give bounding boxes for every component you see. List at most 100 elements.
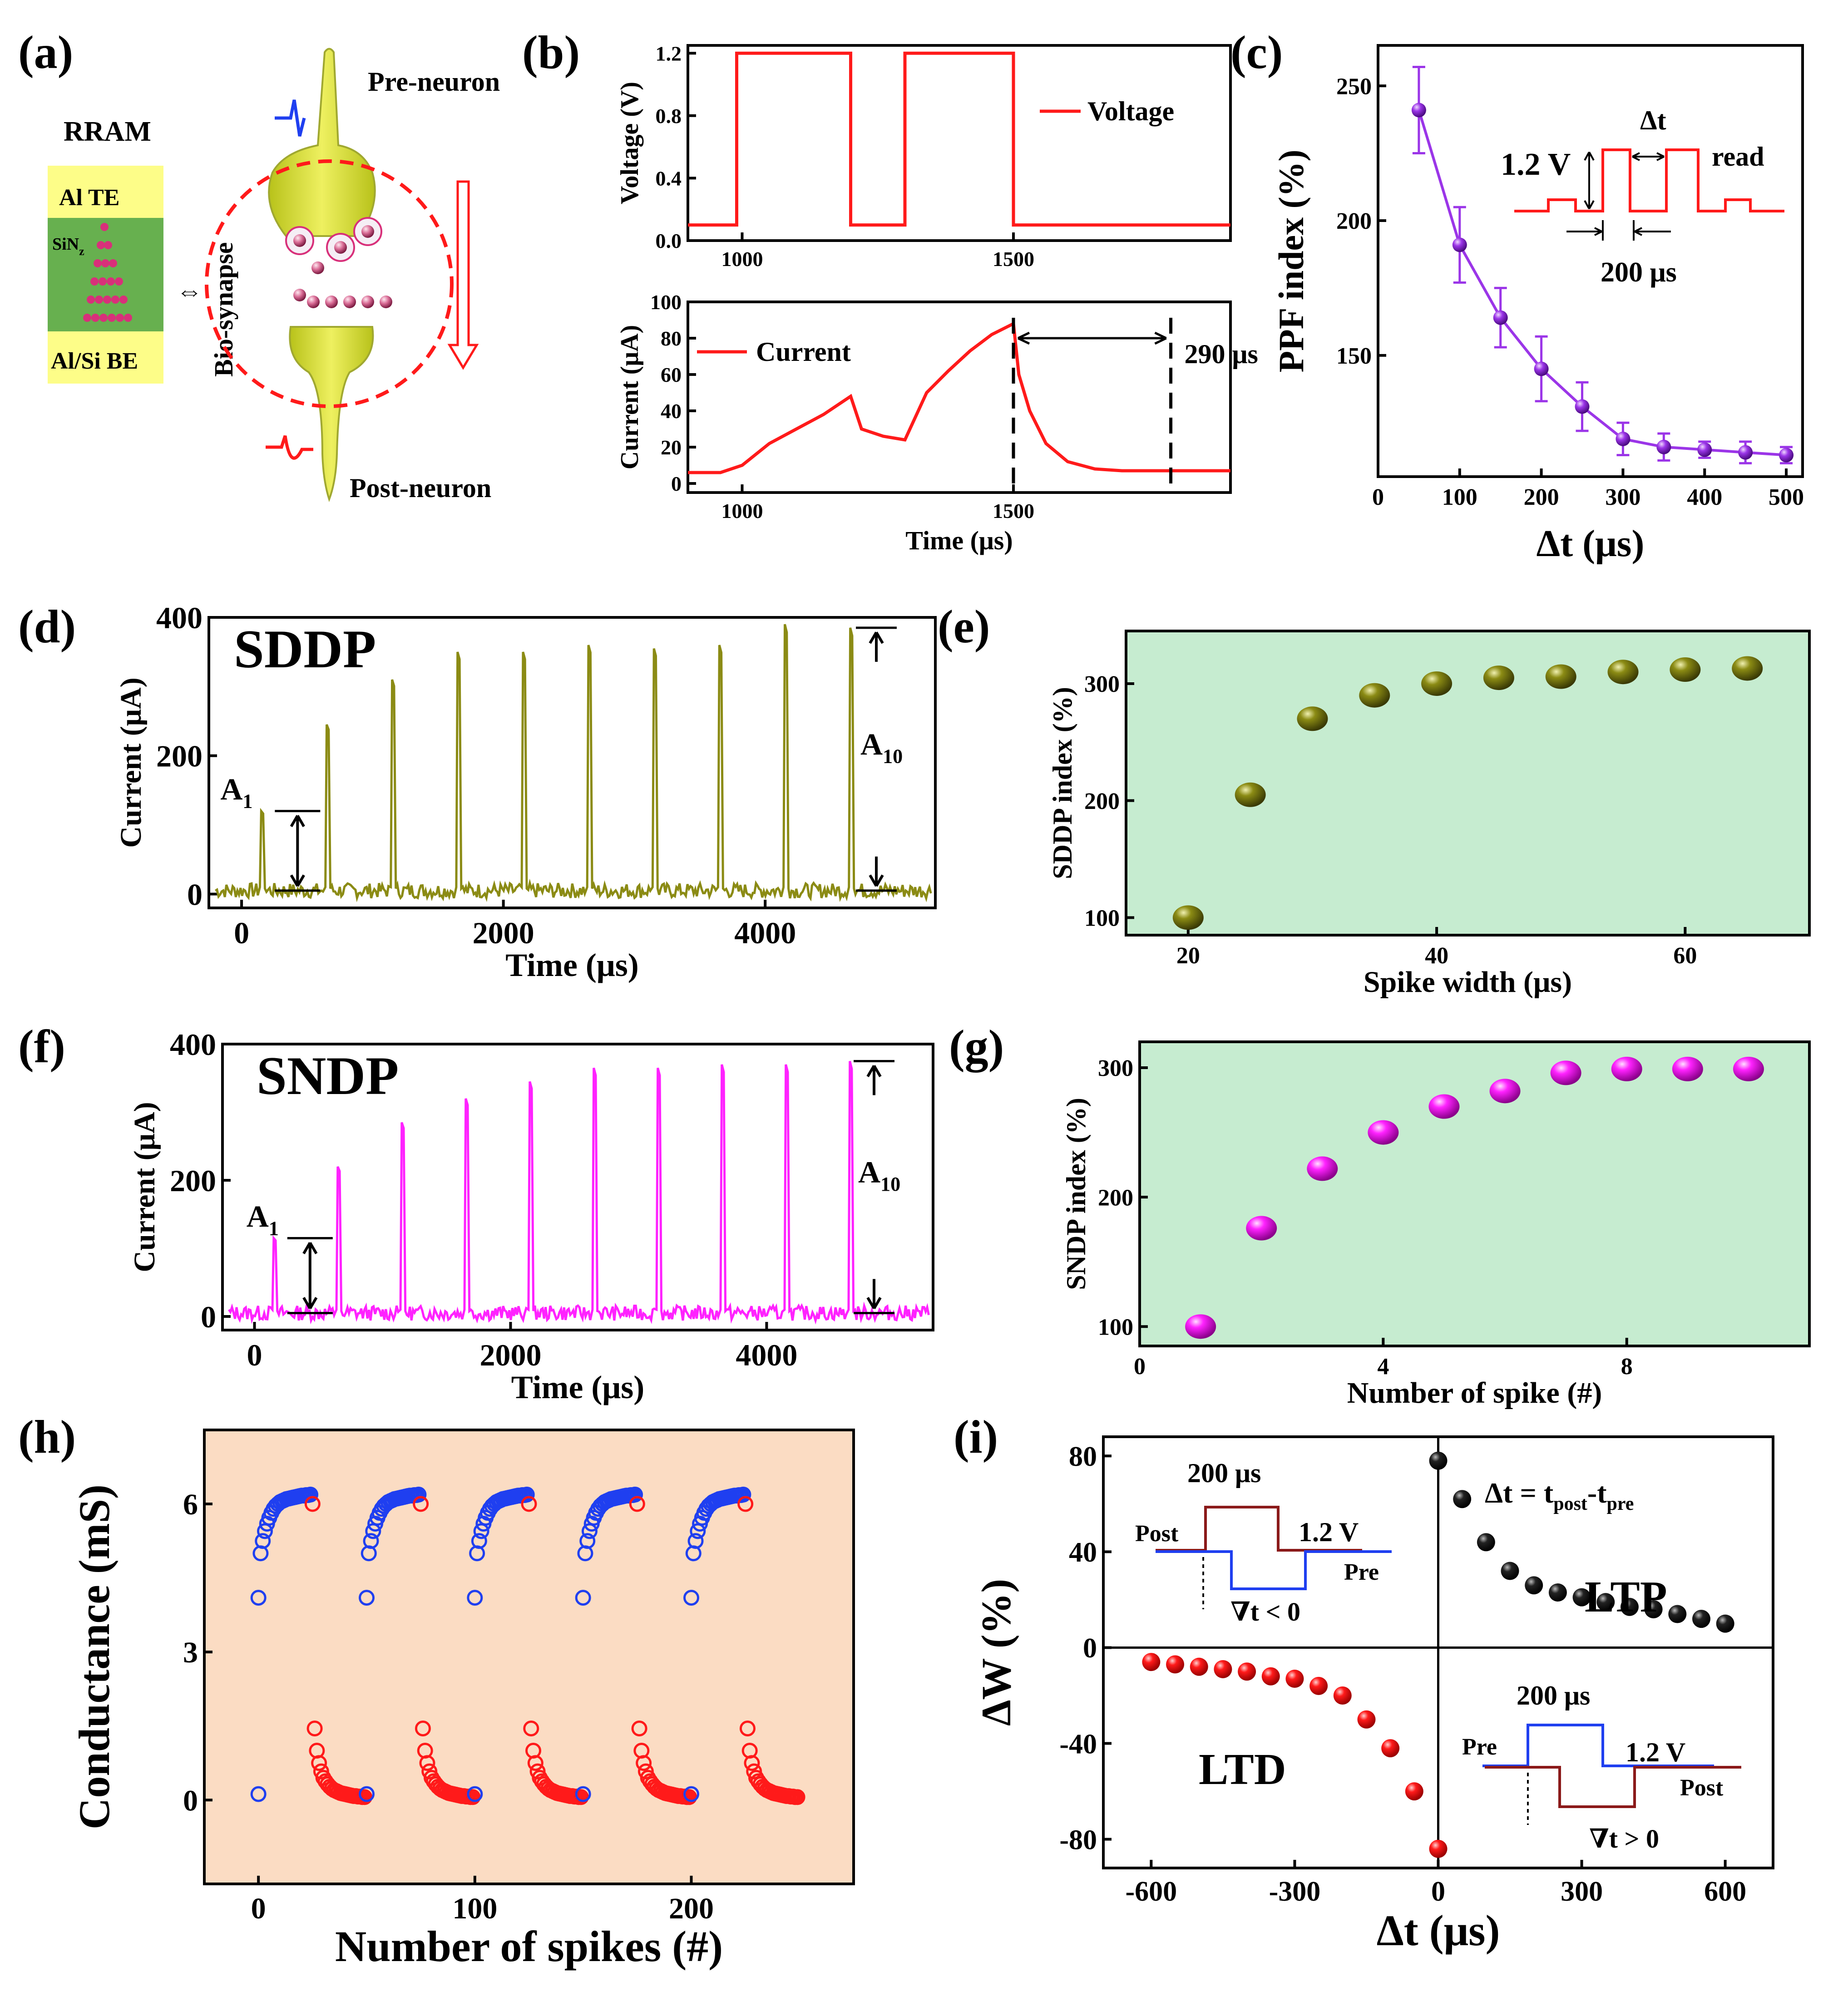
x-tick-label: 0 [251,1892,266,1925]
depression-point [415,1720,431,1737]
ltp-point [1620,1597,1639,1616]
y-axis-label: Current (μA) [114,677,148,848]
inset-negative-dt-label: ∇t < 0 [1230,1597,1300,1627]
a10-subscript: 10 [880,1173,900,1195]
filament-ion [91,314,99,322]
inset-width-label: 200 μs [1601,257,1677,288]
ltd-point [1309,1676,1328,1695]
filament-ion [108,314,116,322]
panel-label-g: (g) [949,1020,1004,1073]
potentiation-point [363,1533,379,1549]
y-axis-label: Current (μA) [128,1102,161,1272]
neurotransmitter [307,296,320,308]
filament-ion [104,241,112,249]
x-axis-label: Δt (μs) [1537,522,1645,565]
potentiation-point [519,1486,535,1503]
potentiation-start-point [575,1590,591,1606]
ltp-point [1716,1614,1734,1633]
chart-h-conductance: 0 100 200 0 3 6 Number of spikes (#) Conductanc… [70,1429,855,1971]
ltp-point [1453,1490,1472,1508]
ppf-point [1452,237,1467,252]
chart-d-sddp: 0 2000 4000 0 200 400 Time (μs) Current (μA) SDD… [114,601,937,983]
index-point [1489,1079,1521,1104]
depression-point [419,1755,435,1771]
chart-g-sndp-index: 0 4 8 100 200 300 Number of spike (#) SNDP inde… [1061,1040,1811,1410]
filament-ion [111,296,119,304]
x-tick-label: 600 [1704,1876,1746,1907]
panel-label-c: (c) [1230,26,1283,79]
a10-arrow-icon [869,631,884,887]
depression-point [636,1755,652,1771]
depression-point [306,1720,323,1737]
plot-frame [1377,44,1804,478]
neurotransmitter [325,296,338,308]
ltd-point [1190,1657,1208,1676]
chart-title: SNDP [257,1045,399,1106]
pre-neuron-shape [268,48,376,237]
filament-ion [83,314,91,322]
interval-annotation: 290 μs [1185,339,1258,369]
filament-ion [103,296,111,304]
x-axis-label: Δt (μs) [1377,1906,1500,1955]
y-tick-label: 100 [1084,906,1120,932]
y-tick-label: 300 [1098,1055,1133,1081]
x-axis-label: Number of spikes (#) [335,1922,723,1971]
plot-frame [687,44,1232,242]
filament-ion [94,259,102,267]
neurotransmitter [380,296,392,308]
cycle-base-point [467,1786,483,1802]
x-tick-label: 500 [1769,484,1804,510]
index-point [1733,1056,1764,1081]
neurotransmitter [293,289,306,301]
ltd-point [1214,1660,1232,1678]
index-point [1307,1156,1338,1181]
a10-label: A10 [860,727,903,767]
x-tick-label: 0 [247,1338,262,1372]
spike-train-line [228,1060,930,1325]
a1-label: A1 [247,1199,279,1240]
potentiation-point [627,1486,643,1503]
plot-frame [208,616,937,909]
x-tick-label: 1000 [721,499,763,522]
y-tick-label: 0 [201,1300,216,1334]
x-tick-label: 4 [1377,1354,1389,1380]
ltp-point [1668,1605,1687,1623]
index-point [1235,782,1266,807]
x-tick-label: 0 [234,916,249,950]
y-tick-label: 0.4 [656,167,682,190]
depression-point [573,1789,589,1805]
y-tick-label: 400 [156,601,203,635]
y-tick-label: 200 [1336,208,1372,234]
index-point [1670,657,1701,682]
chart-i-stdp: -600 -300 0 300 600 -80 -40 0 40 80 Δt (μs) ΔW (%) L… [973,1435,1774,1955]
a1-subscript: 1 [269,1217,279,1240]
y-tick-label: 60 [661,363,682,386]
y-tick-label: 6 [183,1488,198,1521]
inset-pre-label-2: Pre [1462,1734,1497,1760]
x-tick-label: 4000 [734,916,796,950]
ltd-point [1405,1782,1423,1801]
x-tick-label: 4000 [736,1338,797,1372]
bio-synapse-label: Bio-synapse [209,242,238,377]
index-point [1359,683,1390,708]
chart-f-sndp: 0 2000 4000 0 200 400 Time (μs) Current (μA) SND… [128,1027,934,1405]
x-tick-label: 20 [1176,943,1200,969]
top-electrode-layer [48,166,163,218]
index-point [1246,1216,1277,1241]
y-tick-label: 40 [1069,1537,1097,1568]
ppf-point [1738,445,1753,460]
filament-ion [100,223,109,231]
inset-voltage-label-2: 1.2 V [1626,1737,1685,1767]
x-tick-label: 200 [1524,484,1559,510]
y-axis-label: ΔW (%) [973,1579,1019,1726]
plot-background [1126,631,1809,935]
x-tick-label: 1500 [993,247,1034,271]
filament-ion [87,296,95,304]
post-neuron-label: Post-neuron [350,473,491,503]
layer-label-sinz: SiNz [52,235,84,258]
neurotransmitter [361,225,374,238]
depression-point [523,1720,539,1737]
y-tick-label: 0 [183,1784,198,1817]
panel-label-b: (b) [522,26,580,79]
depression-point [789,1789,805,1805]
